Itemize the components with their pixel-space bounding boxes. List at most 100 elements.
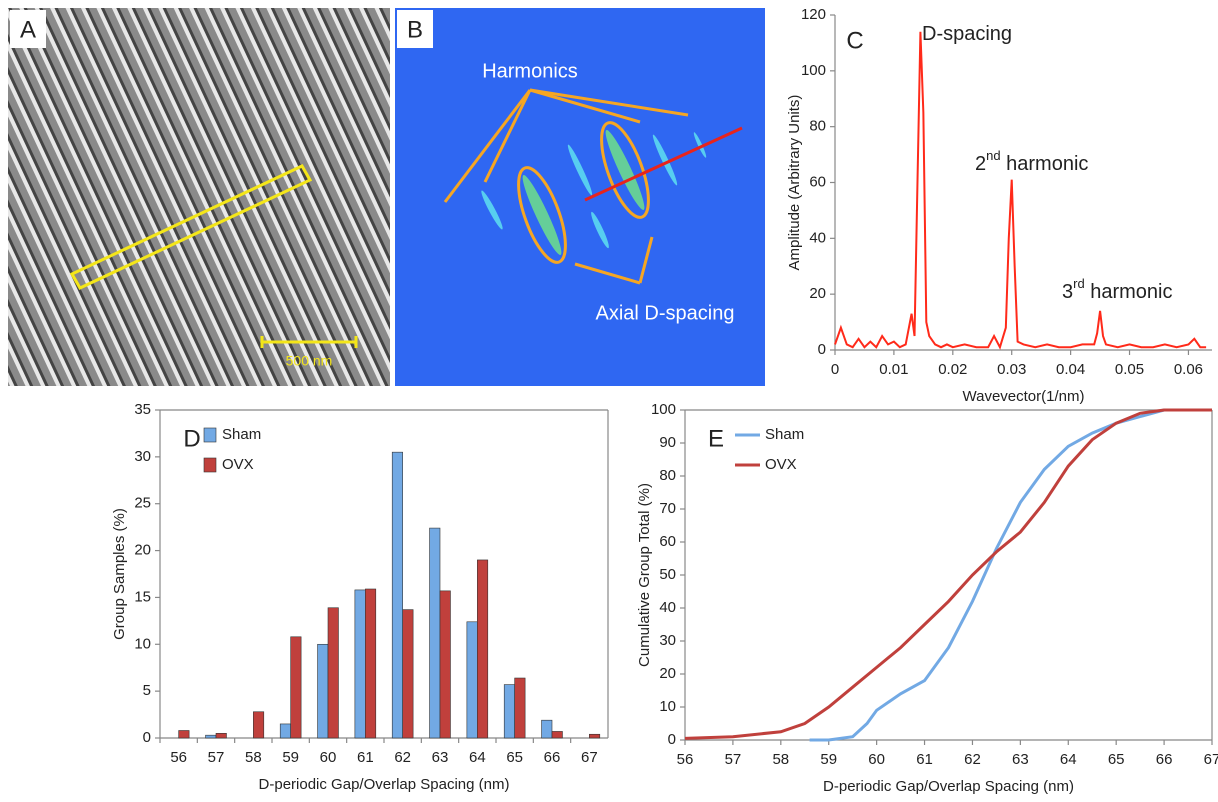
panel-a: A 500 nm — [8, 8, 390, 386]
x-tick-label: 64 — [469, 749, 486, 766]
x-tick-label: 60 — [868, 751, 885, 768]
legend-label: OVX — [222, 456, 254, 473]
annotation-text: D-spacing — [922, 23, 1012, 45]
x-tick-label: 56 — [170, 749, 187, 766]
annotation-sup: nd — [986, 148, 1000, 163]
y-tick-label: 25 — [134, 495, 151, 512]
x-tick-label: 66 — [544, 749, 561, 766]
annotation-text: harmonic — [1085, 281, 1173, 303]
bar — [403, 610, 413, 738]
y-tick-label: 20 — [659, 665, 676, 682]
y-axis-label: Amplitude (Arbitrary Units) — [786, 95, 803, 271]
y-tick-label: 30 — [134, 448, 151, 465]
legend-label: OVX — [765, 456, 797, 473]
x-tick-label: 60 — [320, 749, 337, 766]
bar — [542, 720, 552, 738]
y-tick-label: 40 — [659, 599, 676, 616]
x-tick-label: 62 — [964, 751, 981, 768]
x-tick-label: 58 — [772, 751, 789, 768]
y-tick-label: 80 — [809, 118, 826, 135]
bar — [365, 589, 375, 738]
bar — [328, 608, 338, 738]
x-tick-label: 67 — [1204, 751, 1218, 768]
x-tick-label: 0.02 — [938, 361, 967, 378]
y-tick-label: 40 — [809, 229, 826, 246]
x-tick-label: 0 — [831, 361, 839, 378]
bar — [206, 735, 216, 738]
figure: A 500 nm B Harmonics Axial D-spacing 020… — [0, 0, 1218, 797]
annotation-sup: rd — [1073, 276, 1085, 291]
annotation-text: 3 — [1062, 281, 1073, 303]
y-tick-label: 10 — [659, 698, 676, 715]
y-tick-label: 5 — [143, 682, 151, 699]
legend-label: Sham — [222, 426, 261, 443]
bar — [477, 560, 487, 738]
x-tick-label: 58 — [245, 749, 262, 766]
y-axis-label: Cumulative Group Total (%) — [636, 483, 653, 667]
x-tick-label: 0.01 — [879, 361, 908, 378]
x-tick-label: 0.06 — [1174, 361, 1203, 378]
y-tick-label: 0 — [143, 729, 151, 746]
bar — [515, 678, 525, 738]
bar — [280, 724, 290, 738]
x-tick-label: 56 — [677, 751, 694, 768]
x-tick-label: 59 — [820, 751, 837, 768]
panel-label: A — [20, 16, 36, 43]
x-tick-label: 65 — [1108, 751, 1125, 768]
annotation: 3rd harmonic — [1062, 276, 1173, 303]
y-tick-label: 90 — [659, 434, 676, 451]
panel-label: B — [407, 16, 423, 43]
y-tick-label: 35 — [134, 401, 151, 418]
y-tick-label: 10 — [134, 635, 151, 652]
panel-label: C — [846, 27, 863, 54]
x-tick-label: 0.04 — [1056, 361, 1085, 378]
y-axis-label: Group Samples (%) — [111, 508, 128, 640]
panel-label: D — [183, 425, 200, 452]
panel-b: B Harmonics Axial D-spacing — [395, 8, 765, 386]
y-tick-label: 50 — [659, 566, 676, 583]
annotation-text: harmonic — [1001, 153, 1089, 175]
y-tick-label: 80 — [659, 467, 676, 484]
x-tick-label: 0.03 — [997, 361, 1026, 378]
legend-swatch — [204, 458, 216, 472]
x-tick-label: 64 — [1060, 751, 1077, 768]
bar — [355, 590, 365, 738]
annotation-text: 2 — [975, 153, 986, 175]
x-tick-label: 62 — [394, 749, 411, 766]
bar — [392, 452, 402, 738]
x-tick-label: 61 — [916, 751, 933, 768]
bar — [179, 731, 189, 738]
bar — [291, 637, 301, 738]
bar — [552, 731, 562, 738]
bar — [430, 528, 440, 738]
y-tick-label: 100 — [801, 62, 826, 79]
afm-image — [8, 8, 390, 386]
bar — [216, 733, 226, 738]
x-axis-label: D-periodic Gap/Overlap Spacing (nm) — [823, 778, 1074, 795]
annotation: 2nd harmonic — [975, 148, 1088, 175]
y-tick-label: 20 — [809, 285, 826, 302]
bar — [253, 712, 263, 738]
legend-label: Sham — [765, 426, 804, 443]
annotation: Axial D-spacing — [596, 302, 735, 324]
y-tick-label: 100 — [651, 401, 676, 418]
annotation: D-spacing — [922, 23, 1012, 45]
x-tick-label: 66 — [1156, 751, 1173, 768]
y-tick-label: 0 — [818, 341, 826, 358]
x-tick-label: 65 — [506, 749, 523, 766]
bar — [467, 622, 477, 738]
y-tick-label: 0 — [668, 731, 676, 748]
y-tick-label: 60 — [809, 173, 826, 190]
bar — [318, 644, 328, 738]
bar — [589, 734, 599, 738]
scale-label: 500 nm — [286, 353, 333, 369]
x-tick-label: 59 — [282, 749, 299, 766]
data-line — [810, 410, 1212, 740]
y-tick-label: 20 — [134, 542, 151, 559]
y-tick-label: 15 — [134, 588, 151, 605]
x-tick-label: 63 — [1012, 751, 1029, 768]
legend-swatch — [204, 428, 216, 442]
x-axis-label: D-periodic Gap/Overlap Spacing (nm) — [259, 776, 510, 793]
y-tick-label: 70 — [659, 500, 676, 517]
x-tick-label: 57 — [208, 749, 225, 766]
